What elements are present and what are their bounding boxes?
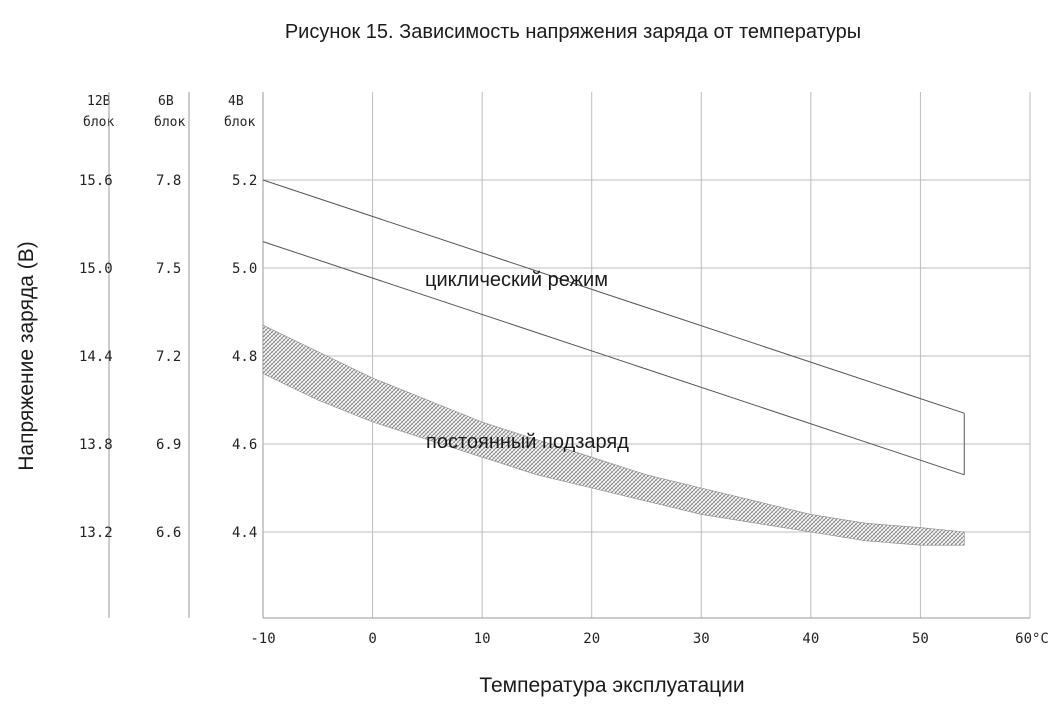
scale-block-label: блок xyxy=(224,115,255,130)
x-tick-label: 30 xyxy=(693,631,710,647)
scale-unit-label: 6В xyxy=(158,94,174,109)
y-tick-label: 6.6 xyxy=(156,525,181,541)
y-tick-label: 7.2 xyxy=(156,349,181,365)
x-tick-label: 0 xyxy=(368,631,376,647)
x-axis-ticks: -10 0 10 20 30 40 50 60°C xyxy=(250,631,1049,647)
x-tick-label: -10 xyxy=(250,631,275,647)
voltage-scale-3: 4В блок 5.2 5.0 4.8 4.6 4.4 xyxy=(224,94,257,541)
scale-block-label: блок xyxy=(154,115,185,130)
scale-block-label: блок xyxy=(83,115,114,130)
y-tick-label: 4.6 xyxy=(232,437,257,453)
y-tick-label: 5.2 xyxy=(232,173,257,189)
y-tick-label: 6.9 xyxy=(156,437,181,453)
scale-unit-label: 12В xyxy=(87,94,111,109)
x-tick-label: 50 xyxy=(912,631,929,647)
scale-unit-label: 4В xyxy=(228,94,244,109)
voltage-scales: 12В блок 15.6 15.0 14.4 13.8 13.2 6В блок 7.8 7.5 7… xyxy=(79,92,257,618)
float-charge-label: постоянный подзаряд xyxy=(426,431,629,453)
y-tick-label: 15.6 xyxy=(79,173,113,189)
y-tick-label: 13.8 xyxy=(79,437,113,453)
y-tick-label: 14.4 xyxy=(79,349,113,365)
y-tick-label: 15.0 xyxy=(79,261,113,277)
chart-title: Рисунок 15. Зависимость напряжения заряд… xyxy=(285,21,861,43)
y-tick-label: 4.4 xyxy=(232,525,257,541)
y-tick-label: 5.0 xyxy=(232,261,257,277)
y-tick-label: 13.2 xyxy=(79,525,113,541)
cyclic-mode-label: циклический режим xyxy=(425,269,608,291)
cyclic-lower-line xyxy=(262,241,965,476)
y-tick-label: 7.8 xyxy=(156,173,181,189)
x-tick-label: 20 xyxy=(583,631,600,647)
x-tick-label: 60°C xyxy=(1015,631,1049,647)
x-tick-label: 10 xyxy=(474,631,491,647)
y-tick-label: 4.8 xyxy=(232,349,257,365)
x-axis-title: Температура эксплуатации xyxy=(479,674,744,697)
data-series xyxy=(262,179,965,546)
cyclic-upper-line xyxy=(262,179,965,414)
x-tick-label: 40 xyxy=(802,631,819,647)
y-tick-label: 7.5 xyxy=(156,261,181,277)
y-axis-title: Напряжение заряда (В) xyxy=(15,241,38,470)
voltage-scale-1: 12В блок 15.6 15.0 14.4 13.8 13.2 xyxy=(79,92,114,618)
float-charge-band xyxy=(262,324,965,546)
voltage-scale-2: 6В блок 7.8 7.5 7.2 6.9 6.6 xyxy=(154,92,190,618)
